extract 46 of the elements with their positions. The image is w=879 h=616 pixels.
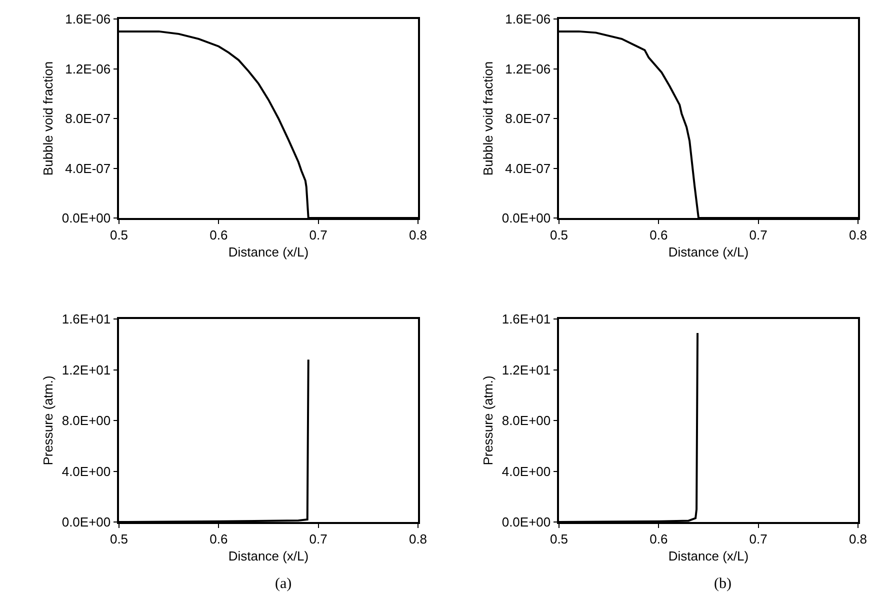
y-tick-label: 1.6E+01 xyxy=(502,312,551,327)
y-tick-label: 0.0E+00 xyxy=(62,514,111,530)
x-tick-label: 0.7 xyxy=(309,227,328,242)
x-tick-label: 0.8 xyxy=(408,531,428,546)
y-tick-label: 1.6E+01 xyxy=(62,312,111,327)
x-tick-label: 0.6 xyxy=(210,227,228,242)
x-tick-label: 0.8 xyxy=(848,227,868,242)
x-tick-label: 0.5 xyxy=(110,531,128,546)
x-tick-label: 0.5 xyxy=(550,227,568,242)
y-tick-label: 0.0E+00 xyxy=(62,210,111,226)
x-axis-title: Distance (x/L) xyxy=(228,548,309,564)
x-tick-label: 0.6 xyxy=(650,227,668,242)
y-tick-label: 8.0E-07 xyxy=(505,111,551,126)
y-tick-label: 1.6E-06 xyxy=(65,12,111,27)
x-tick-label: 0.7 xyxy=(309,531,328,546)
y-tick-label: 1.2E-06 xyxy=(65,61,111,76)
y-tick-label: 4.0E-07 xyxy=(505,160,551,176)
y-tick-label: 0.0E+00 xyxy=(502,514,551,530)
y-tick-label: 0.0E+00 xyxy=(502,210,551,226)
y-tick-label: 4.0E+00 xyxy=(62,464,111,479)
text: (b) xyxy=(714,576,732,592)
x-tick-label: 0.8 xyxy=(848,531,868,546)
x-tick-label: 0.6 xyxy=(650,531,668,546)
y-tick-label: 1.6E-06 xyxy=(505,12,551,27)
x-tick-label: 0.5 xyxy=(110,227,128,242)
x-tick-label: 0.6 xyxy=(210,531,228,546)
y-tick-label: 8.0E+00 xyxy=(62,413,111,428)
y-axis-title: Bubble void fraction xyxy=(480,61,496,176)
x-tick-label: 0.5 xyxy=(550,531,568,546)
text: (a) xyxy=(275,576,292,592)
y-tick-label: 8.0E-07 xyxy=(65,111,111,126)
y-tick-label: 4.0E-07 xyxy=(65,160,111,176)
y-tick-label: 1.2E+01 xyxy=(62,362,111,378)
y-axis-title: Pressure (atm.) xyxy=(40,376,56,466)
x-axis-title: Distance (x/L) xyxy=(668,244,749,260)
y-tick-label: 1.2E-06 xyxy=(505,61,551,76)
y-tick-label: 4.0E+00 xyxy=(502,464,551,479)
y-axis-title: Pressure (atm.) xyxy=(480,376,496,466)
x-axis-title: Distance (x/L) xyxy=(228,244,309,260)
y-axis-title: Bubble void fraction xyxy=(40,61,56,176)
y-tick-label: 1.2E+01 xyxy=(502,362,551,378)
x-axis-title: Distance (x/L) xyxy=(668,548,749,564)
x-tick-label: 0.7 xyxy=(749,531,768,546)
y-tick-label: 8.0E+00 xyxy=(502,413,551,428)
x-tick-label: 0.8 xyxy=(408,227,428,242)
x-tick-label: 0.7 xyxy=(749,227,768,242)
